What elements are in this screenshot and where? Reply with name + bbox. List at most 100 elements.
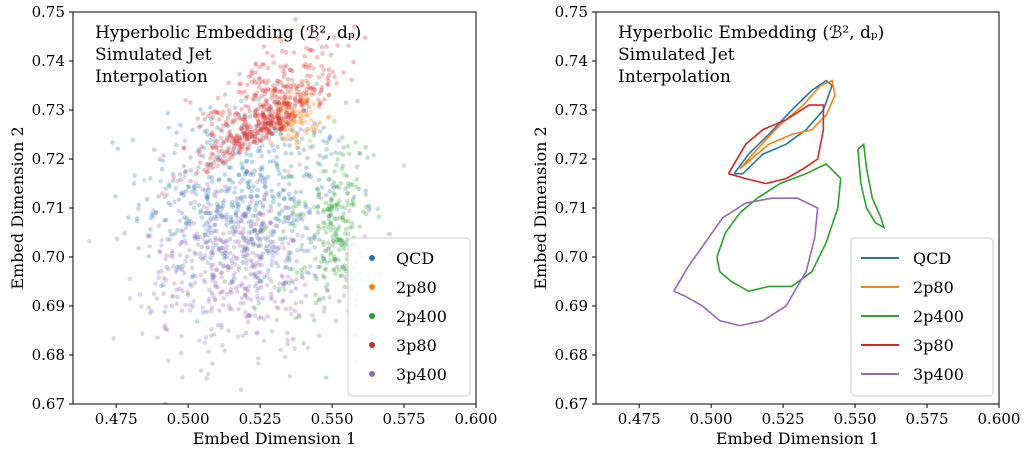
scatter-point [264, 224, 269, 230]
scatter-point [266, 109, 272, 114]
scatter-point [257, 229, 263, 235]
scatter-point [210, 252, 215, 258]
scatter-point [264, 248, 270, 254]
scatter-point [266, 130, 271, 135]
scatter-point [229, 202, 234, 208]
scatter-point [302, 97, 307, 103]
scatter-point [329, 203, 335, 209]
scatter-point [262, 226, 268, 231]
scatter-point [204, 227, 210, 233]
scatter-point [211, 240, 216, 246]
scatter-point [229, 225, 235, 231]
scatter-point [288, 127, 294, 133]
scatter-point [305, 345, 311, 350]
scatter-point [345, 231, 351, 237]
scatter-point [192, 185, 197, 191]
scatter-point [288, 84, 294, 90]
scatter-point [258, 235, 264, 241]
scatter-point [317, 153, 323, 158]
scatter-point [259, 127, 264, 133]
scatter-point [212, 156, 218, 162]
scatter-point [297, 97, 303, 103]
scatter-point [279, 114, 285, 119]
x-tick-label: 0.475 [618, 410, 661, 428]
scatter-point [276, 100, 282, 106]
scatter-point [265, 117, 271, 123]
scatter-point [163, 326, 169, 332]
scatter-point [254, 288, 260, 294]
scatter-point [232, 112, 238, 118]
scatter-point [249, 229, 254, 235]
scatter-point [329, 205, 335, 211]
scatter-point [205, 132, 210, 137]
scatter-point [303, 119, 309, 125]
scatter-point [192, 233, 197, 239]
scatter-point [255, 297, 261, 302]
scatter-point [216, 117, 222, 122]
scatter-point [209, 262, 214, 268]
scatter-point [214, 216, 219, 222]
legend-label: 2p400 [396, 307, 447, 326]
scatter-point [350, 200, 355, 206]
scatter-point [202, 269, 208, 275]
scatter-point [163, 186, 169, 191]
scatter-point [238, 81, 244, 87]
scatter-point [260, 129, 266, 134]
scatter-point [218, 261, 223, 266]
scatter-point [328, 227, 334, 233]
scatter-point [232, 105, 238, 110]
scatter-point [312, 273, 318, 279]
scatter-point [289, 123, 294, 129]
scatter-point [247, 204, 252, 210]
scatter-point [183, 259, 188, 264]
scatter-point [222, 253, 228, 259]
scatter-point [261, 120, 266, 126]
scatter-point [253, 70, 258, 75]
scatter-point [269, 262, 274, 268]
scatter-point [269, 294, 275, 300]
scatter-point [281, 136, 287, 142]
scatter-point [284, 264, 289, 270]
scatter-point [205, 239, 210, 244]
scatter-point [336, 185, 342, 190]
scatter-point [219, 289, 224, 295]
scatter-point [182, 138, 188, 144]
scatter-point [210, 274, 215, 280]
scatter-point [328, 207, 334, 212]
scatter-point [311, 318, 317, 323]
scatter-point [222, 256, 227, 261]
scatter-point [156, 275, 161, 280]
y-tick-label: 0.75 [32, 3, 65, 21]
scatter-point [283, 279, 289, 284]
legend-label: 3p400 [913, 365, 964, 384]
scatter-point [321, 125, 327, 131]
scatter-point [316, 104, 322, 110]
scatter-point [205, 163, 211, 168]
scatter-point [155, 335, 160, 341]
scatter-point [234, 116, 239, 121]
scatter-point [293, 97, 298, 103]
scatter-point [245, 252, 251, 258]
scatter-point [289, 112, 295, 117]
scatter-point [300, 233, 305, 239]
scatter-point [296, 314, 302, 319]
scatter-point [206, 299, 211, 304]
scatter-point [149, 308, 154, 314]
scatter-point [236, 141, 241, 147]
scatter-point [153, 210, 158, 216]
scatter-point [322, 221, 328, 226]
scatter-point [252, 77, 257, 83]
scatter-point [160, 158, 166, 164]
scatter-point [273, 216, 278, 221]
scatter-point [205, 113, 211, 119]
scatter-point [235, 220, 241, 225]
scatter-point [244, 169, 250, 175]
scatter-point [209, 249, 215, 254]
scatter-point [292, 346, 297, 351]
scatter-point [233, 203, 239, 209]
scatter-point [288, 118, 294, 124]
scatter-point [298, 246, 304, 252]
scatter-point [326, 78, 331, 83]
scatter-point [353, 140, 358, 145]
scatter-point [291, 118, 296, 124]
